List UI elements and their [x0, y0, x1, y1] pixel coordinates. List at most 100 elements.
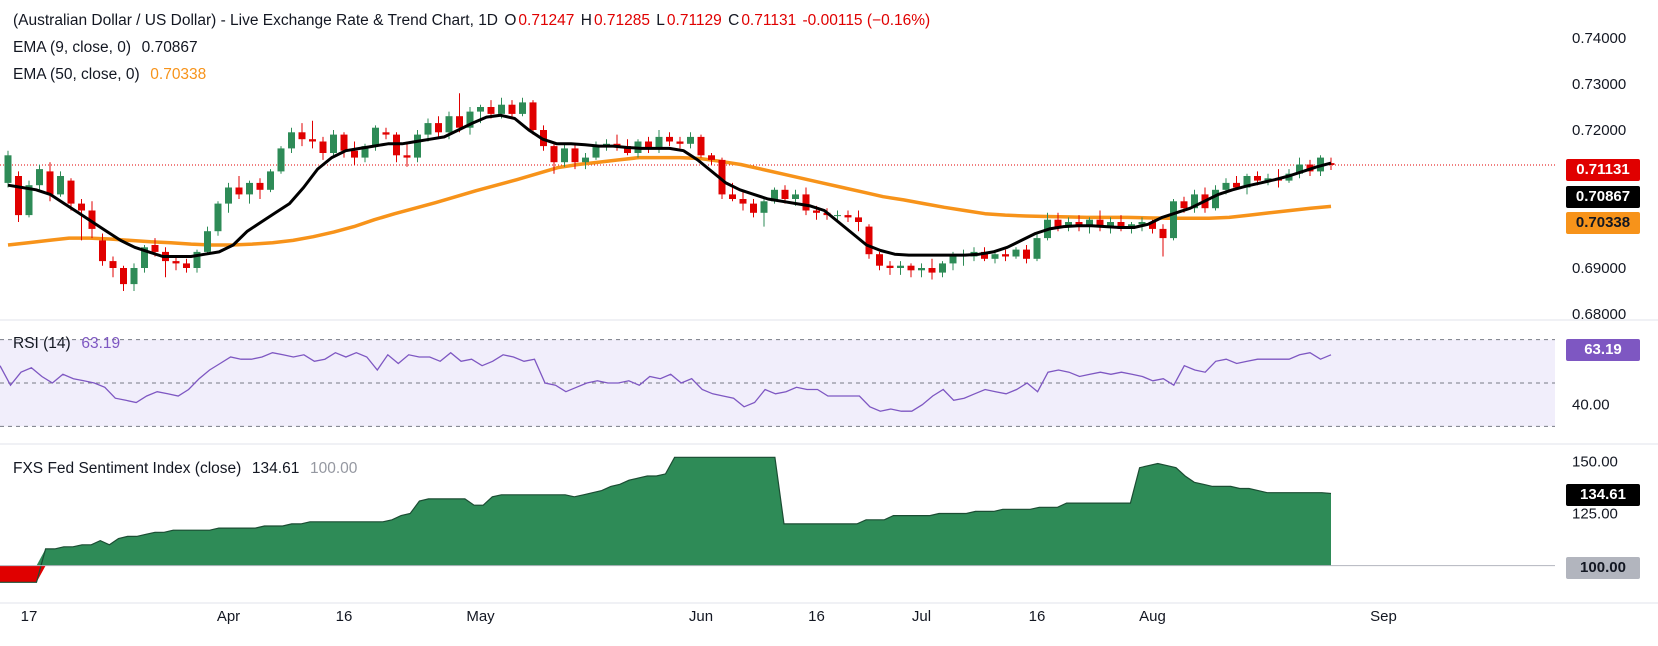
candle[interactable] [183, 258, 190, 273]
candle[interactable] [256, 178, 264, 199]
candle-body [319, 141, 327, 153]
candle-body [529, 102, 537, 130]
candle[interactable] [435, 116, 442, 137]
candle[interactable] [844, 210, 852, 223]
candle[interactable] [697, 134, 705, 158]
candle[interactable] [277, 146, 285, 174]
candle[interactable] [1170, 199, 1177, 241]
candle[interactable] [162, 247, 169, 278]
candle[interactable] [529, 100, 537, 135]
candle-body [15, 176, 22, 216]
candle[interactable] [865, 224, 873, 259]
candle[interactable] [1012, 247, 1020, 259]
candle[interactable] [57, 171, 64, 197]
candle[interactable] [67, 178, 75, 211]
candle[interactable] [561, 143, 568, 167]
candle[interactable] [78, 199, 85, 241]
candle[interactable] [424, 118, 432, 142]
candle[interactable] [288, 127, 295, 153]
fed-pane[interactable] [0, 456, 1555, 583]
candle-body [781, 189, 789, 199]
candle[interactable] [456, 93, 463, 133]
candle[interactable] [25, 180, 33, 218]
candle-body [949, 256, 957, 264]
candle[interactable] [666, 132, 673, 147]
candle[interactable] [508, 100, 516, 119]
candle[interactable] [172, 256, 180, 271]
candle[interactable] [802, 187, 810, 216]
candle[interactable] [1264, 173, 1272, 186]
candle[interactable] [246, 180, 253, 204]
candle[interactable] [351, 141, 358, 165]
candle[interactable] [708, 153, 715, 165]
candle[interactable] [1191, 189, 1198, 213]
candle[interactable] [204, 226, 211, 255]
candle[interactable] [907, 263, 915, 278]
candle-body [235, 187, 243, 195]
rsi-pane[interactable] [0, 339, 1555, 427]
candle[interactable] [1002, 249, 1009, 262]
candle-body [928, 268, 936, 273]
candle[interactable] [750, 199, 757, 218]
candle[interactable] [897, 261, 904, 275]
candle[interactable] [4, 150, 12, 188]
candle[interactable] [330, 130, 337, 156]
candle[interactable] [760, 196, 768, 227]
candle[interactable] [855, 210, 862, 232]
candle[interactable] [519, 97, 526, 117]
candle-body [351, 150, 358, 158]
candle[interactable] [88, 201, 96, 239]
candle[interactable] [939, 261, 946, 278]
candle[interactable] [414, 130, 421, 163]
candle[interactable] [582, 153, 589, 170]
candle[interactable] [15, 171, 22, 222]
candle[interactable] [1296, 157, 1303, 179]
candle[interactable] [466, 107, 474, 135]
rsi-tick-label: 40.00 [1572, 397, 1610, 414]
candle[interactable] [1065, 217, 1072, 232]
price-pane[interactable] [0, 93, 1555, 291]
candle[interactable] [571, 143, 579, 170]
candle[interactable] [382, 127, 390, 140]
candle[interactable] [1212, 185, 1219, 211]
candle[interactable] [309, 120, 316, 149]
candle[interactable] [393, 132, 400, 163]
candle[interactable] [1159, 224, 1167, 257]
candle[interactable] [687, 132, 694, 149]
candle[interactable] [991, 251, 999, 264]
candle[interactable] [298, 123, 306, 147]
candle[interactable] [550, 141, 558, 174]
candle[interactable] [886, 261, 894, 275]
candle[interactable] [225, 182, 232, 213]
candle[interactable] [130, 263, 138, 291]
candle[interactable] [319, 136, 327, 160]
candle[interactable] [960, 249, 967, 266]
candle[interactable] [1243, 173, 1251, 195]
candle[interactable] [109, 256, 117, 278]
candle[interactable] [1023, 245, 1030, 264]
candle[interactable] [120, 265, 127, 291]
candle[interactable] [235, 176, 243, 199]
candle-body [697, 136, 705, 156]
candle[interactable] [36, 164, 43, 190]
candle-body [1212, 189, 1219, 209]
candle[interactable] [193, 249, 201, 273]
candle-body [739, 199, 747, 204]
candle[interactable] [739, 192, 747, 211]
candle[interactable] [1033, 233, 1041, 262]
candle[interactable] [613, 134, 621, 151]
candle[interactable] [267, 169, 274, 193]
candle-body [1023, 249, 1030, 259]
candle[interactable] [340, 132, 348, 158]
candle-body [498, 104, 505, 114]
candle[interactable] [214, 201, 222, 236]
candle[interactable] [403, 141, 411, 167]
candle[interactable] [676, 136, 684, 149]
candle[interactable] [99, 233, 106, 266]
candle[interactable] [918, 263, 925, 278]
candle[interactable] [645, 136, 652, 153]
candle[interactable] [928, 258, 936, 280]
candle[interactable] [1096, 210, 1104, 232]
candle[interactable] [876, 251, 883, 271]
